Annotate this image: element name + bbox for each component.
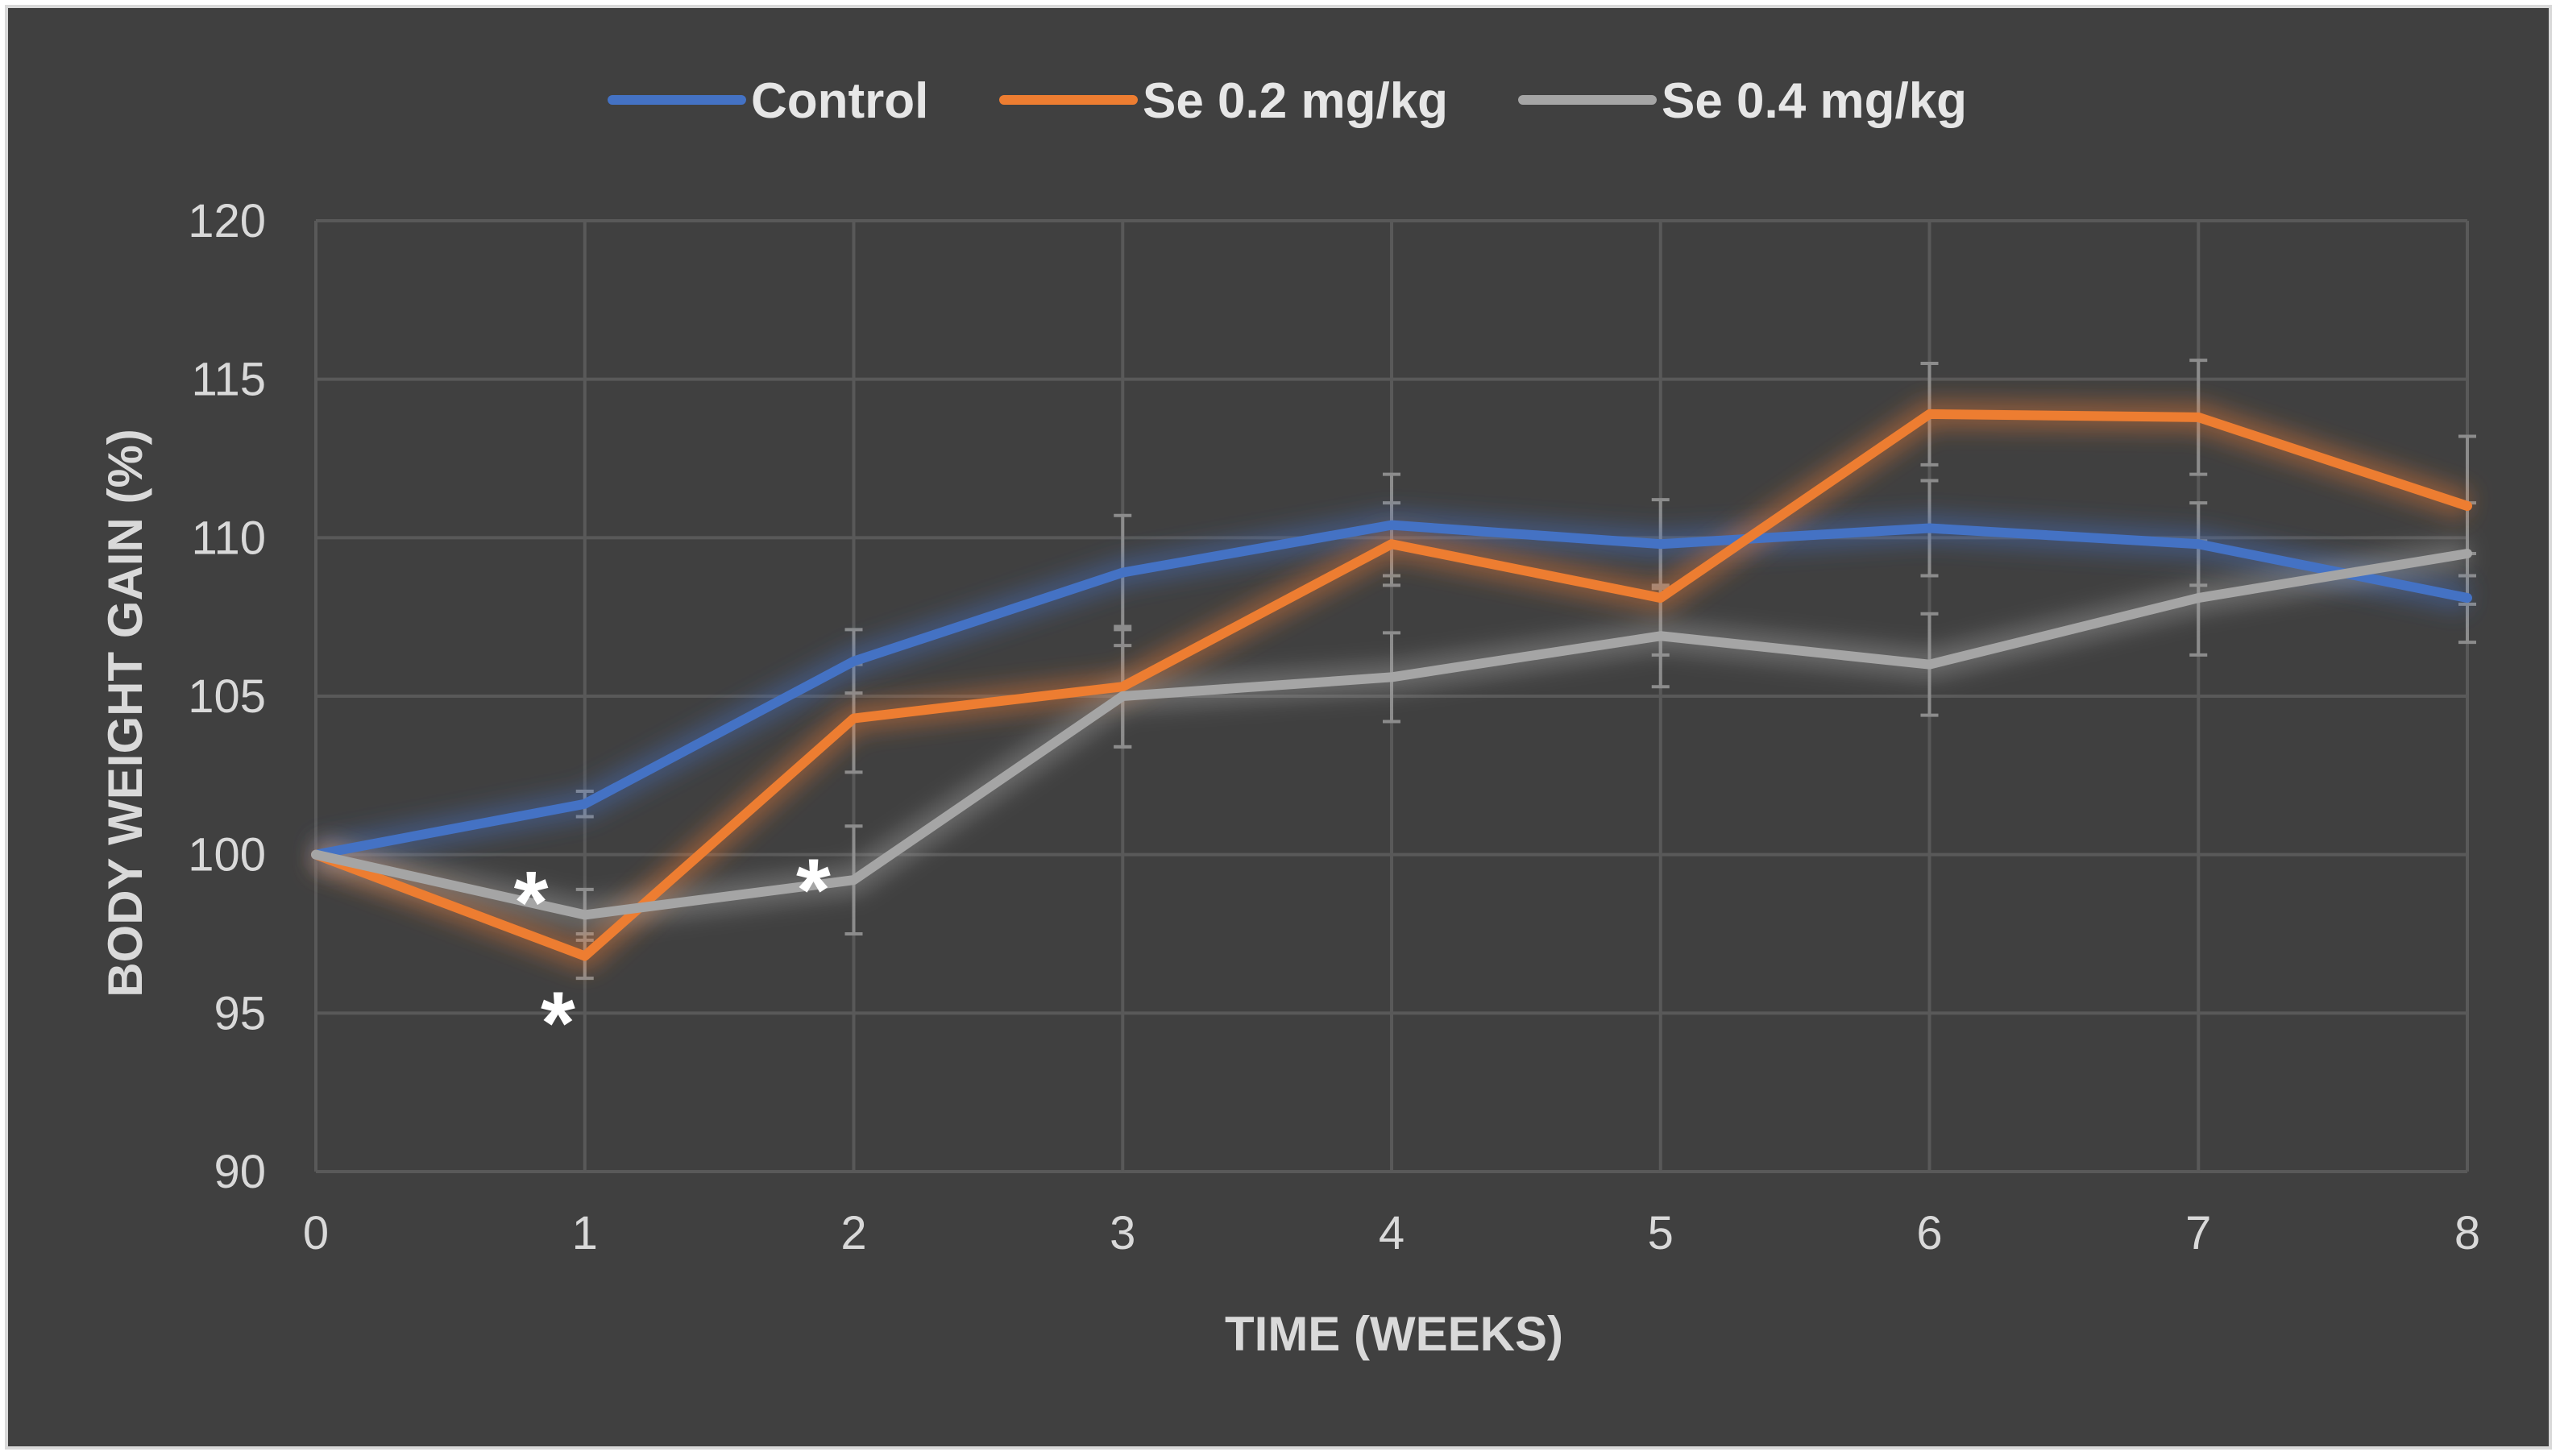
x-tick-label: 1 bbox=[572, 1207, 598, 1259]
y-tick-label: 95 bbox=[214, 987, 266, 1039]
x-tick-label: 0 bbox=[303, 1207, 329, 1259]
legend-label: Control bbox=[751, 73, 928, 129]
x-tick-label: 8 bbox=[2454, 1207, 2480, 1259]
significance-asterisk: * bbox=[541, 974, 575, 1073]
series-line-se-0-2-mg-kg[interactable] bbox=[311, 409, 2472, 961]
legend-label: Se 0.4 mg/kg bbox=[1662, 73, 1967, 129]
x-tick-label: 2 bbox=[840, 1207, 866, 1259]
y-tick-label: 100 bbox=[188, 829, 266, 881]
x-tick-label: 4 bbox=[1379, 1207, 1404, 1259]
legend-label: Se 0.2 mg/kg bbox=[1143, 73, 1448, 129]
series-line-control[interactable] bbox=[311, 520, 2472, 860]
y-tick-label: 120 bbox=[188, 195, 266, 247]
series-line-se-0-4-mg-kg[interactable] bbox=[311, 549, 2472, 920]
x-axis-title: TIME (WEEKS) bbox=[1225, 1307, 1563, 1361]
x-tick-label: 6 bbox=[1916, 1207, 1942, 1259]
significance-asterisk: * bbox=[796, 840, 831, 940]
legend-item[interactable]: Se 0.2 mg/kg bbox=[999, 73, 1448, 129]
y-tick-label: 105 bbox=[188, 670, 266, 723]
significance-asterisk: * bbox=[514, 853, 549, 952]
y-tick-label: 90 bbox=[214, 1146, 266, 1198]
legend-item[interactable]: Se 0.4 mg/kg bbox=[1518, 73, 1967, 129]
legend-item[interactable]: Control bbox=[608, 73, 928, 129]
chart-frame bbox=[5, 5, 2552, 1450]
x-tick-label: 3 bbox=[1110, 1207, 1135, 1259]
y-axis-title: BODY WEIGHT GAIN (%) bbox=[98, 429, 152, 998]
x-tick-label: 7 bbox=[2185, 1207, 2211, 1259]
y-tick-label: 110 bbox=[192, 512, 266, 564]
x-tick-label: 5 bbox=[1648, 1207, 1674, 1259]
y-tick-label: 115 bbox=[192, 354, 266, 406]
